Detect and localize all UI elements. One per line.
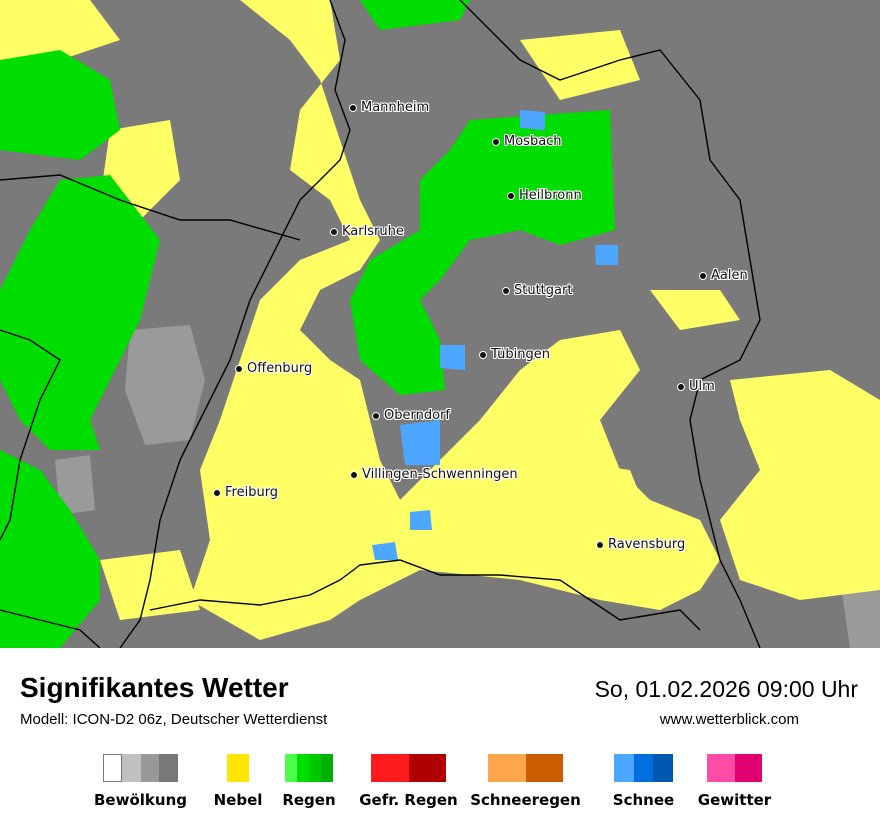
city-dot-icon: [350, 470, 358, 479]
model-info: Modell: ICON-D2 06z, Deutscher Wetterdie…: [20, 711, 328, 728]
legend: Bewölkung Nebel Regen Gefr. Regen Schneerege…: [0, 754, 880, 814]
city-dot-icon: [507, 191, 515, 200]
city-marker: Karlsruhe: [330, 224, 404, 239]
legend-swatch: [614, 754, 634, 782]
legend-label: Nebel: [213, 791, 263, 809]
legend-item: Gefr. Regen: [349, 754, 469, 809]
legend-swatch: [653, 754, 673, 782]
legend-item: Regen: [249, 754, 369, 809]
legend-label: Schneeregen: [470, 791, 581, 809]
border-lines: [0, 0, 761, 648]
rain-areas: [0, 0, 615, 648]
forecast-datetime: So, 01.02.2026 09:00 Uhr: [594, 676, 858, 702]
city-dot-icon: [330, 227, 338, 236]
legend-swatch: [285, 754, 297, 782]
city-dot-icon: [596, 540, 604, 549]
city-dot-icon: [235, 364, 243, 373]
legend-swatches: [349, 754, 469, 782]
legend-swatch: [121, 754, 141, 782]
weather-overlay: [0, 0, 880, 648]
city-label: Mannheim: [361, 100, 430, 115]
legend-item: Nebel: [178, 754, 298, 809]
legend-swatch: [159, 754, 178, 782]
city-marker: Mannheim: [349, 100, 429, 115]
legend-swatch: [297, 754, 309, 782]
legend-swatch: [408, 754, 446, 782]
city-marker: Oberndorf: [372, 408, 450, 423]
legend-swatches: [584, 754, 704, 782]
city-marker: Ravensburg: [596, 537, 685, 552]
legend-swatches: [81, 754, 201, 782]
legend-swatch: [140, 754, 160, 782]
city-dot-icon: [349, 103, 357, 112]
snow-areas: [372, 110, 618, 560]
city-marker: Tübingen: [479, 347, 550, 362]
legend-label: Gewitter: [697, 791, 772, 809]
city-marker: Offenburg: [235, 361, 312, 376]
legend-swatch: [734, 754, 762, 782]
city-dot-icon: [502, 286, 510, 295]
legend-item: Bewölkung: [81, 754, 201, 809]
legend-label: Schnee: [612, 791, 675, 809]
legend-swatches: [249, 754, 369, 782]
legend-label: Bewölkung: [94, 791, 187, 809]
city-label: Ravensburg: [608, 537, 686, 552]
city-label: Tübingen: [491, 347, 550, 362]
legend-item: Schneeregen: [466, 754, 586, 809]
weather-map: Mannheim Mosbach Heilbronn Karlsruhe Aalen St…: [0, 0, 880, 648]
legend-swatch: [633, 754, 654, 782]
legend-swatch: [227, 754, 249, 782]
legend-swatch: [309, 754, 321, 782]
legend-swatch: [371, 754, 409, 782]
city-dot-icon: [479, 350, 487, 359]
city-label: Karlsruhe: [342, 224, 404, 239]
legend-item: Schnee: [584, 754, 704, 809]
city-dot-icon: [699, 271, 707, 280]
city-marker: Ulm: [677, 379, 715, 394]
city-label: Aalen: [711, 268, 748, 283]
city-dot-icon: [677, 382, 685, 391]
city-marker: Mosbach: [492, 134, 562, 149]
website-link[interactable]: www.wetterblick.com: [659, 711, 799, 728]
city-marker: Villingen-Schwenningen: [350, 467, 518, 482]
city-label: Stuttgart: [514, 283, 573, 298]
city-label: Mosbach: [504, 134, 562, 149]
legend-label: Gefr. Regen: [359, 791, 458, 809]
city-label: Villingen-Schwenningen: [362, 467, 518, 482]
city-label: Heilbronn: [519, 188, 582, 203]
legend-swatches: [178, 754, 298, 782]
city-dot-icon: [492, 137, 500, 146]
city-label: Ulm: [689, 379, 715, 394]
city-label: Freiburg: [225, 485, 279, 500]
footer: Signifikantes Wetter Modell: ICON-D2 06z…: [0, 648, 880, 830]
legend-swatch: [488, 754, 526, 782]
legend-swatch: [321, 754, 333, 782]
city-label: Offenburg: [247, 361, 313, 376]
city-marker: Stuttgart: [502, 283, 572, 298]
city-marker: Freiburg: [213, 485, 278, 500]
legend-swatch: [525, 754, 563, 782]
city-dot-icon: [213, 488, 221, 497]
map-title: Signifikantes Wetter: [20, 672, 289, 703]
legend-swatches: [466, 754, 586, 782]
city-marker: Heilbronn: [507, 188, 582, 203]
city-dot-icon: [372, 411, 380, 420]
city-label: Oberndorf: [384, 408, 450, 423]
legend-label: Regen: [282, 791, 336, 809]
legend-swatches: [675, 754, 795, 782]
legend-swatch: [707, 754, 735, 782]
legend-swatch: [103, 754, 122, 782]
city-marker: Aalen: [699, 268, 748, 283]
legend-item: Gewitter: [675, 754, 795, 809]
